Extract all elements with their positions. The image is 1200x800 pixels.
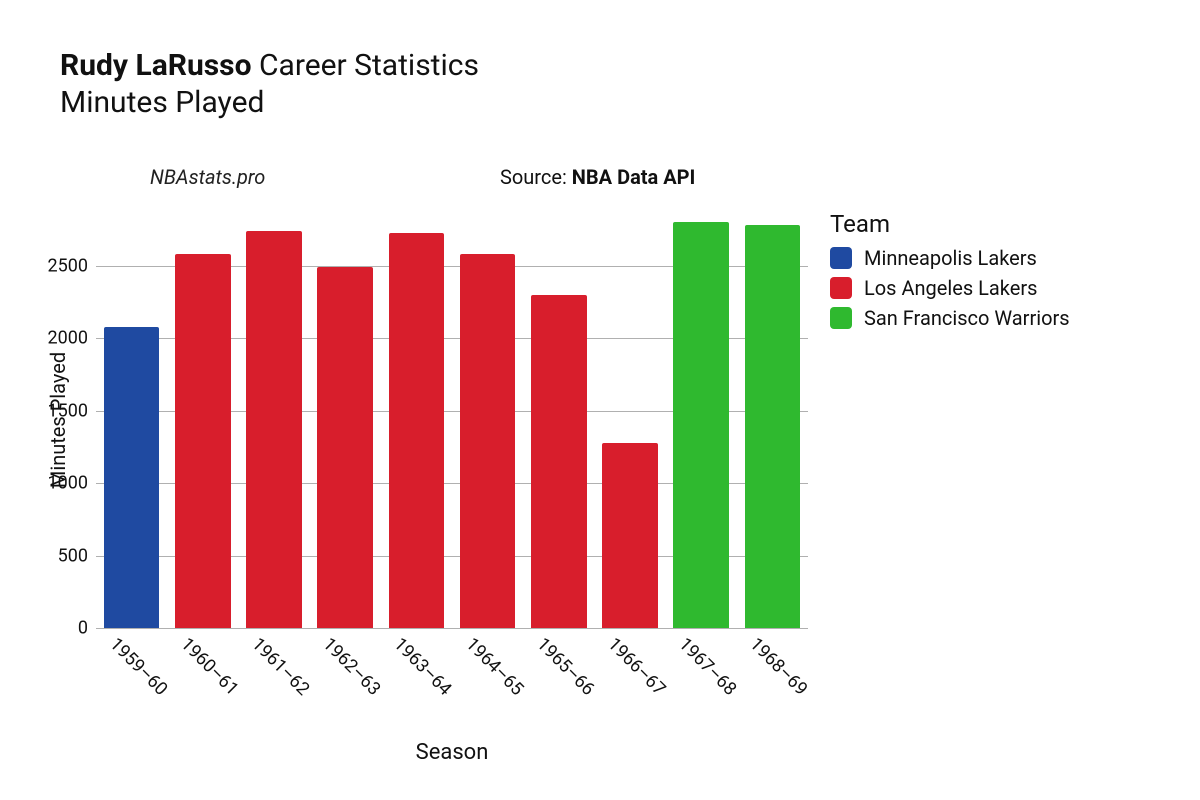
plot-area: 050010001500200025001959–601960–611961–6… [96,208,808,628]
legend-item: Minneapolis Lakers [830,246,1070,270]
watermark: NBAstats.pro [150,165,265,189]
legend-item: Los Angeles Lakers [830,276,1070,300]
x-tick-label: 1959–60 [105,628,177,700]
bar [602,443,658,628]
x-axis-label: Season [416,740,489,765]
x-tick-label: 1967–68 [675,628,747,700]
y-tick-label: 2500 [48,255,96,276]
bar [673,222,729,628]
x-tick-label: 1964–65 [461,628,533,700]
legend-swatch [830,277,852,299]
x-tick-label: 1961–62 [247,628,319,700]
bar [104,327,160,628]
legend-title: Team [830,210,1070,238]
legend-item: San Francisco Warriors [830,306,1070,330]
legend-label: Minneapolis Lakers [864,246,1037,270]
x-tick-label: 1968–69 [746,628,818,700]
source-attribution: Source: NBA Data API [500,165,695,189]
x-tick-label: 1960–61 [176,628,248,700]
x-tick-label: 1963–64 [390,628,462,700]
x-tick-label: 1965–66 [532,628,604,700]
y-tick-label: 500 [58,545,96,566]
chart-title-line1: Rudy LaRusso Career Statistics [60,48,479,83]
bar [175,254,231,628]
player-name: Rudy LaRusso [60,48,252,83]
legend: Team Minneapolis Lakers Los Angeles Laker… [830,210,1070,336]
legend-swatch [830,307,852,329]
y-axis-label: Minutes Played [46,352,70,488]
bar [745,225,801,628]
bar [317,267,373,628]
x-tick-label: 1966–67 [603,628,675,700]
source-prefix: Source: [500,165,572,189]
source-value: NBA Data API [572,165,696,189]
bar [531,295,587,628]
legend-label: San Francisco Warriors [864,306,1070,330]
chart-subtitle: Minutes Played [60,85,479,120]
bar [389,233,445,628]
y-tick-label: 0 [78,618,96,639]
legend-swatch [830,247,852,269]
bar [460,254,516,628]
x-tick-label: 1962–63 [319,628,391,700]
y-tick-label: 2000 [48,328,96,349]
title-suffix: Career Statistics [259,48,479,83]
legend-label: Los Angeles Lakers [864,276,1037,300]
bar [246,231,302,628]
chart-title-block: Rudy LaRusso Career Statistics Minutes P… [60,48,479,120]
gridline [96,628,808,629]
